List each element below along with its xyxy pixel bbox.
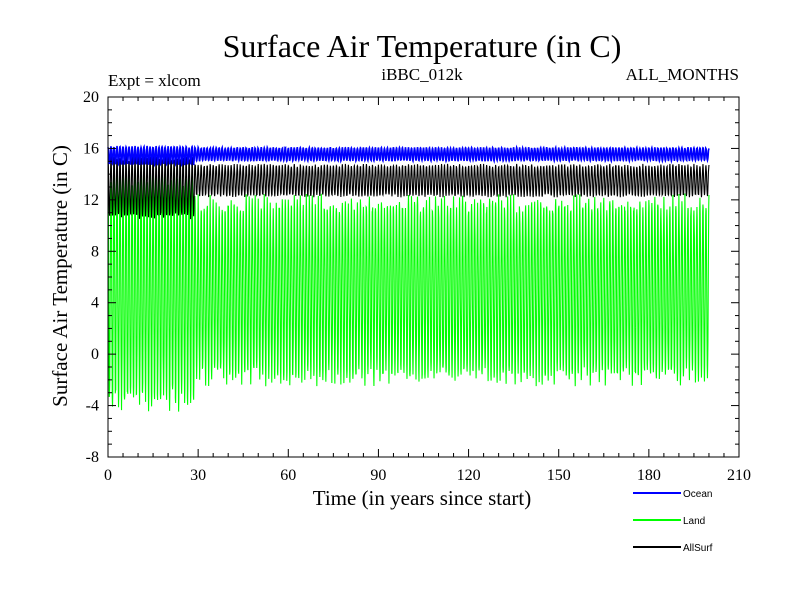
- y-tick-label: 4: [91, 295, 99, 312]
- y-tick-label: -8: [86, 449, 99, 466]
- chart-title: Surface Air Temperature (in C): [223, 28, 622, 64]
- x-tick-label: 180: [637, 467, 661, 484]
- x-tick-label: 90: [370, 467, 386, 484]
- series-line-allsurf: [107, 154, 710, 220]
- annotation-months: ALL_MONTHS: [626, 65, 739, 84]
- legend-label-land: Land: [683, 516, 705, 527]
- axes: 0 30 60 90 120 150 180 210 -8 -4 0 4 8 12 16 20: [83, 89, 751, 484]
- x-tick-label: 30: [190, 467, 206, 484]
- y-axis-label: Surface Air Temperature (in C): [48, 145, 72, 407]
- annotation-run: iBBC_012k: [381, 65, 463, 84]
- data-series-layer: [107, 144, 710, 412]
- y-tick-label: 16: [83, 140, 99, 157]
- y-tick-label: -4: [86, 398, 99, 415]
- series-line-ocean: [107, 144, 710, 168]
- x-tick-label: 120: [457, 467, 481, 484]
- y-tick-label: 0: [91, 346, 99, 363]
- legend: Ocean Land AllSurf: [633, 489, 713, 554]
- x-tick-label: 60: [280, 467, 296, 484]
- x-axis-label: Time (in years since start): [313, 486, 532, 510]
- legend-label-ocean: Ocean: [683, 489, 712, 500]
- y-tick-label: 12: [83, 192, 99, 209]
- annotation-expt: Expt = xlcom: [108, 71, 201, 90]
- y-tick-label: 8: [91, 243, 99, 260]
- x-tick-label: 210: [727, 467, 751, 484]
- y-tick-label: 20: [83, 89, 99, 106]
- series-line-land: [107, 165, 710, 412]
- x-tick-label: 0: [104, 467, 112, 484]
- x-tick-label: 150: [547, 467, 571, 484]
- legend-label-allsurf: AllSurf: [683, 543, 713, 554]
